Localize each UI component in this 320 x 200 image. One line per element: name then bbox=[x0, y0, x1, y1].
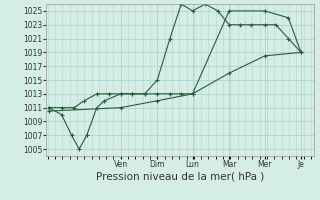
X-axis label: Pression niveau de la mer( hPa ): Pression niveau de la mer( hPa ) bbox=[96, 172, 264, 182]
